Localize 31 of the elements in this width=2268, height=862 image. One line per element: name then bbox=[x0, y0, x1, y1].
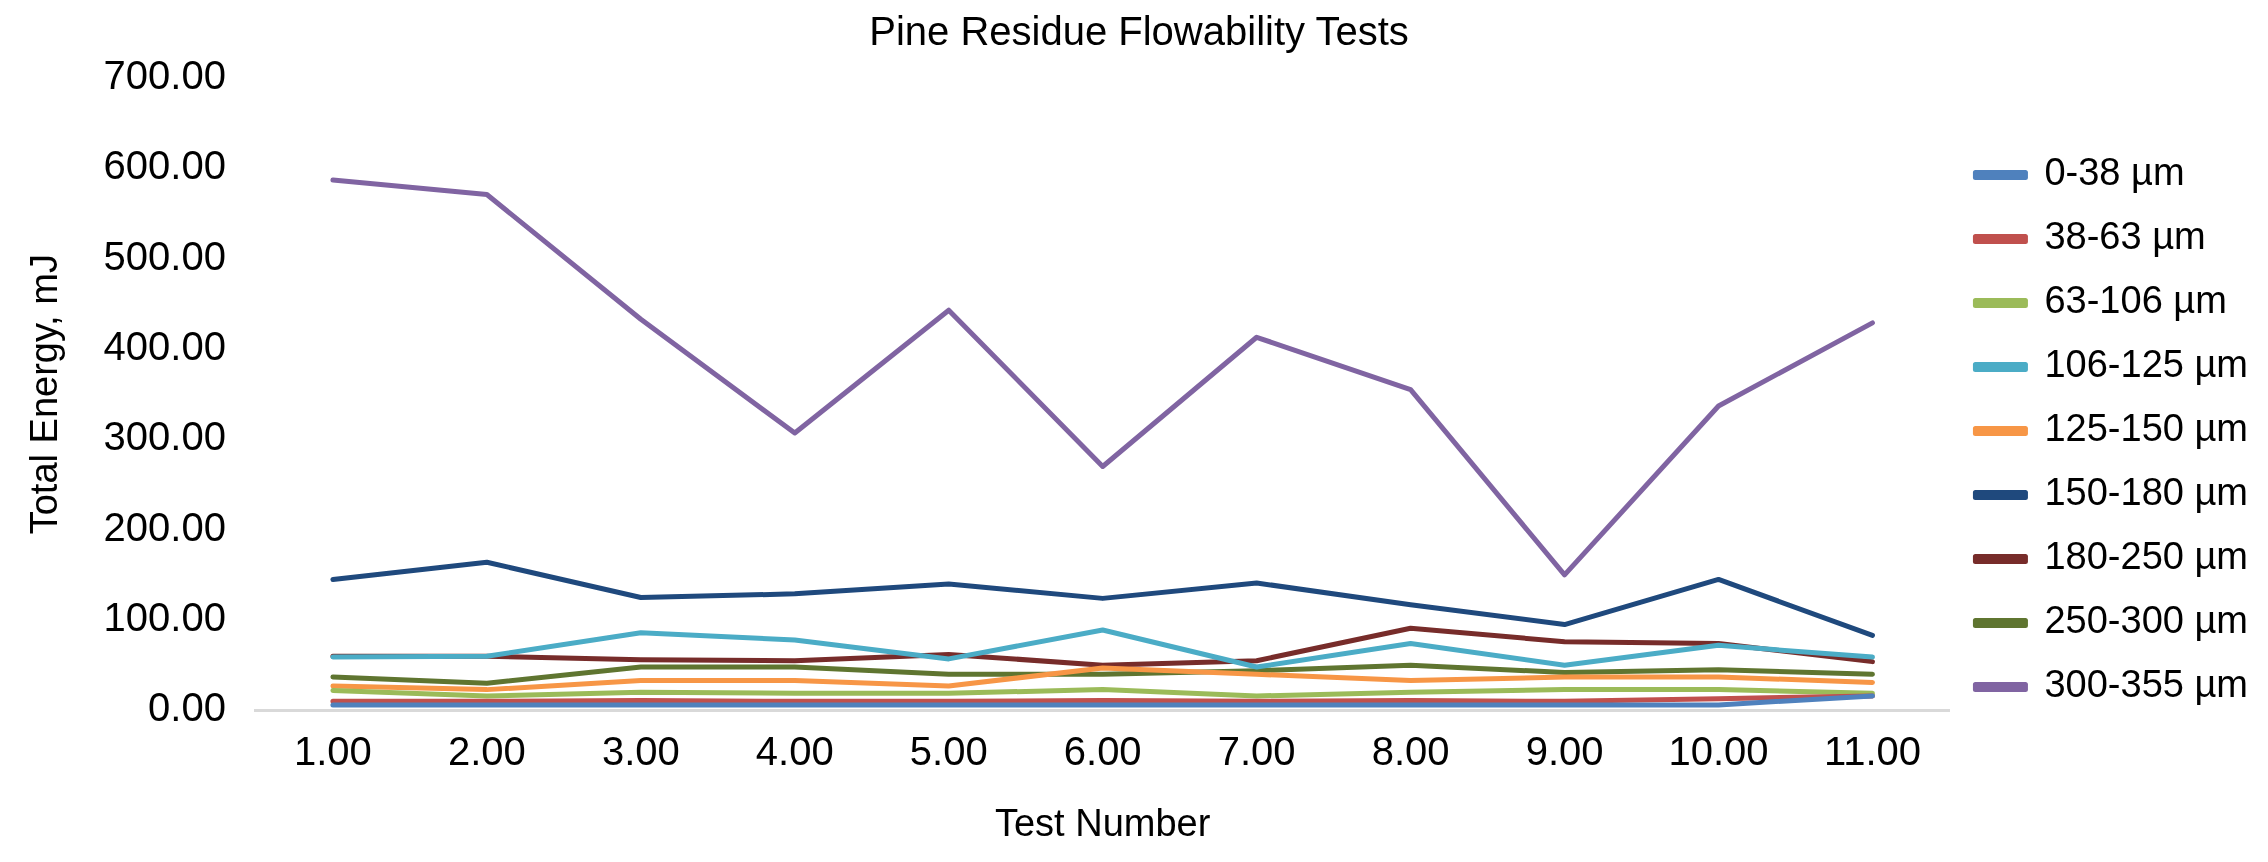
x-tick-label: 3.00 bbox=[601, 729, 680, 774]
legend-label: 0-38 µm bbox=[2044, 151, 2185, 194]
x-tick-label: 5.00 bbox=[909, 729, 988, 774]
x-tick-label: 2.00 bbox=[447, 729, 526, 774]
x-tick-label: 1.00 bbox=[293, 729, 372, 774]
legend-label: 180-250 µm bbox=[2044, 535, 2249, 578]
legend-label: 106-125 µm bbox=[2044, 343, 2249, 386]
legend-label: 250-300 µm bbox=[2044, 599, 2249, 642]
x-tick-label: 11.00 bbox=[1823, 729, 1922, 774]
y-tick-label: 400.00 bbox=[103, 324, 226, 369]
x-tick-label: 6.00 bbox=[1063, 729, 1142, 774]
y-tick-label: 200.00 bbox=[103, 504, 226, 549]
x-tick-label: 4.00 bbox=[755, 729, 834, 774]
x-axis-title: Test Number bbox=[994, 801, 1211, 844]
x-tick-label: 8.00 bbox=[1371, 729, 1450, 774]
legend-label: 63-106 µm bbox=[2044, 279, 2227, 322]
x-tick-label: 9.00 bbox=[1525, 729, 1604, 774]
y-tick-label: 600.00 bbox=[103, 143, 226, 188]
y-tick-label: 100.00 bbox=[103, 595, 226, 640]
y-tick-label: 700.00 bbox=[103, 53, 226, 98]
legend-label: 38-63 µm bbox=[2044, 215, 2206, 258]
legend-label: 125-150 µm bbox=[2044, 407, 2249, 450]
y-tick-label: 0.00 bbox=[148, 685, 226, 730]
legend-label: 300-355 µm bbox=[2044, 663, 2249, 706]
y-tick-label: 300.00 bbox=[103, 414, 226, 459]
y-tick-label: 500.00 bbox=[103, 233, 226, 278]
x-tick-label: 10.00 bbox=[1668, 729, 1769, 774]
x-tick-label: 7.00 bbox=[1217, 729, 1296, 774]
y-axis-title: Total Energy, mJ bbox=[23, 254, 66, 535]
legend-label: 150-180 µm bbox=[2044, 471, 2249, 514]
chart-title: Pine Residue Flowability Tests bbox=[869, 9, 1409, 54]
